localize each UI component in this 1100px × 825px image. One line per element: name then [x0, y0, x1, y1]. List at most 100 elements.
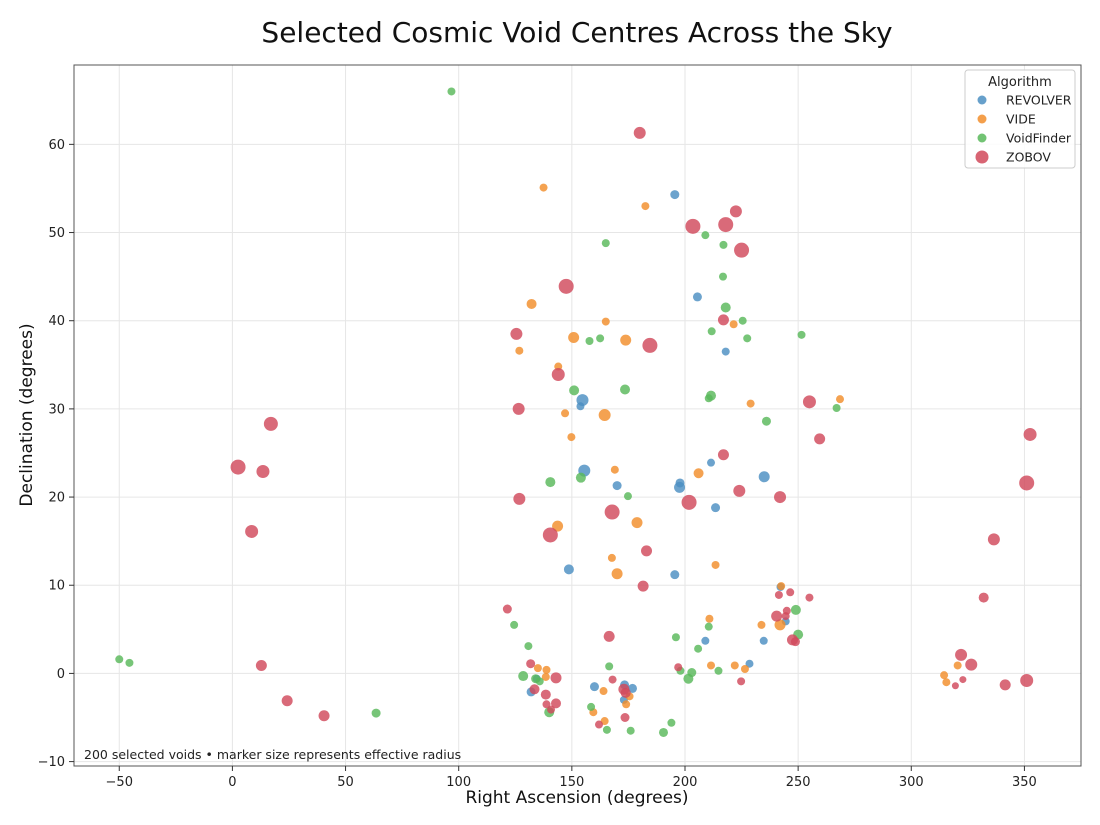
data-point [707, 458, 716, 467]
data-point [743, 334, 752, 343]
x-tick-label: 150 [559, 775, 584, 790]
data-point [620, 334, 632, 346]
data-point [447, 87, 456, 96]
data-point [596, 334, 605, 343]
legend-marker [975, 150, 989, 164]
data-point [774, 619, 786, 631]
y-tick-label: 40 [48, 314, 65, 329]
data-point [719, 272, 728, 281]
x-tick-label: 350 [1012, 775, 1037, 790]
data-point [729, 320, 738, 329]
x-tick-label: −50 [106, 775, 133, 790]
data-point [701, 231, 710, 240]
data-point [585, 336, 594, 345]
x-axis-ticks: −50 0 50 100 150 200 250 300 350 [106, 766, 1037, 790]
x-tick-label: 100 [446, 775, 471, 790]
legend-marker [977, 95, 987, 105]
data-point [631, 517, 643, 529]
data-point [547, 705, 556, 714]
data-point [720, 302, 731, 313]
data-point [717, 314, 729, 326]
data-point [790, 637, 800, 647]
data-point [542, 700, 551, 709]
data-point [959, 676, 967, 684]
data-point [589, 682, 599, 692]
data-point [115, 655, 124, 664]
data-point [729, 205, 742, 218]
data-point [510, 620, 519, 629]
y-tick-label: 20 [48, 491, 65, 506]
data-point [610, 465, 619, 474]
x-axis-label: Right Ascension (degrees) [465, 788, 688, 808]
legend-entry: REVOLVER [1006, 93, 1072, 108]
data-point [777, 582, 786, 591]
data-point [552, 520, 564, 532]
data-point [745, 659, 754, 668]
data-point [671, 633, 680, 642]
data-point [633, 126, 646, 139]
data-point [561, 409, 570, 418]
data-point [641, 202, 650, 211]
data-point [515, 346, 524, 355]
data-point [605, 662, 614, 671]
data-point [717, 449, 729, 461]
x-tick-label: 0 [228, 775, 236, 790]
data-point [542, 527, 558, 543]
data-points [115, 87, 1037, 737]
data-point [611, 568, 623, 580]
data-point [978, 592, 989, 603]
x-tick-label: 50 [337, 775, 354, 790]
data-point [667, 718, 676, 727]
data-point [626, 726, 635, 735]
data-point [550, 672, 562, 684]
data-point [542, 665, 551, 674]
data-point [802, 395, 816, 409]
data-point [510, 327, 523, 340]
data-point [230, 459, 246, 475]
y-tick-label: 0 [57, 667, 65, 682]
data-point [683, 673, 694, 684]
data-point [551, 698, 562, 709]
data-point [502, 604, 512, 614]
data-point [951, 682, 959, 690]
data-point [797, 330, 806, 339]
data-point [714, 666, 723, 675]
data-point [718, 217, 734, 233]
data-point [125, 658, 134, 667]
data-point [594, 720, 603, 729]
data-point [774, 590, 783, 599]
series-zobov [230, 126, 1037, 729]
data-point [607, 553, 616, 562]
data-point [318, 710, 330, 722]
data-point [569, 385, 580, 396]
data-point [790, 604, 801, 615]
data-point [575, 472, 586, 483]
data-point [658, 727, 668, 737]
data-point [545, 477, 556, 488]
data-point [814, 433, 826, 445]
data-point [781, 612, 790, 621]
data-point [940, 671, 949, 680]
data-point [733, 484, 746, 497]
data-point [512, 402, 525, 415]
data-point [953, 661, 962, 670]
x-tick-label: 250 [786, 775, 811, 790]
data-point [576, 402, 585, 411]
y-axis-ticks: −10 0 10 20 30 40 50 60 [38, 138, 74, 770]
data-point [558, 278, 574, 294]
data-point [711, 503, 721, 513]
data-point [642, 337, 658, 353]
data-point [965, 658, 978, 671]
data-point [758, 471, 770, 483]
y-axis-label: Declination (degrees) [17, 323, 37, 506]
data-point [620, 713, 630, 723]
data-point [524, 642, 533, 651]
data-point [608, 675, 617, 684]
legend: Algorithm REVOLVER VIDE VoidFinder ZOBOV [964, 69, 1076, 169]
data-point [707, 661, 716, 670]
legend-entry: VoidFinder [1006, 131, 1072, 146]
data-point [759, 636, 768, 645]
data-point [746, 399, 755, 408]
data-point [529, 684, 540, 695]
